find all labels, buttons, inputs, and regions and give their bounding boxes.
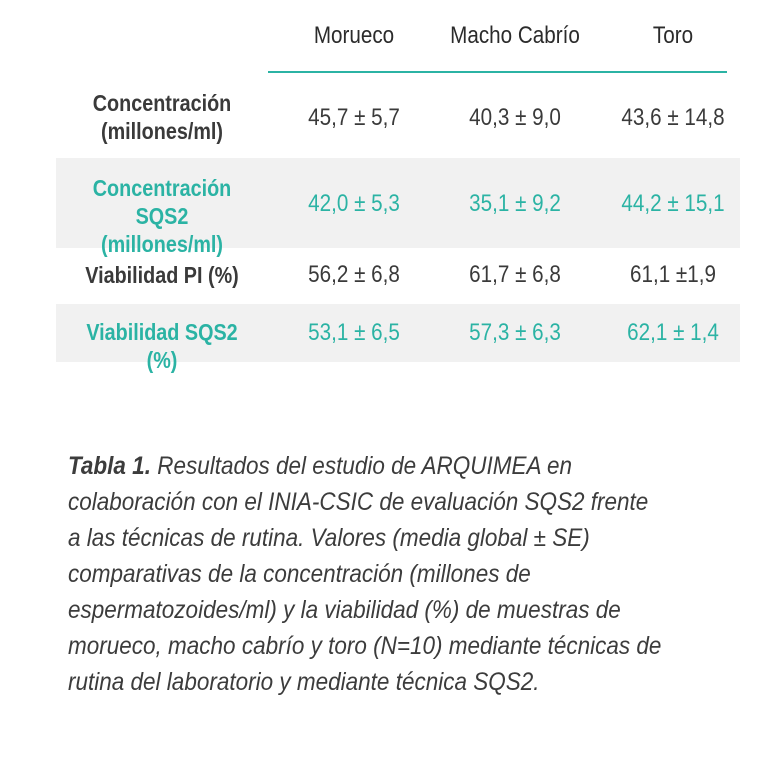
table-row-concentracion-sqs2: Concentración SQS2 (millones/ml) 42,0 ± … [56,158,740,257]
column-header-toro: Toro [652,22,694,49]
table-row-concentracion: Concentración (millones/ml) 45,7 ± 5,7 4… [56,82,740,158]
column-header-macho-cabrio: Macho Cabrío [450,22,580,49]
caption-lead: Tabla 1. [68,452,151,480]
table-caption: Tabla 1. Resultados del estudio de ARQUI… [68,448,662,700]
table-cell: 44,2 ± 15,1 [621,190,725,217]
row-label-line1: Concentración [92,90,232,116]
row-label-line2: (millones/ml) [100,118,223,144]
row-label: Concentración (millones/ml) [71,89,253,145]
row-label-line2: (millones/ml) [100,231,223,257]
table-cell: 61,1 ±1,9 [630,261,716,288]
table-row-viabilidad-pi: Viabilidad PI (%) 56,2 ± 6,8 61,7 ± 6,8 … [56,248,740,304]
table-cell: 45,7 ± 5,7 [308,104,400,131]
table-cell: 57,3 ± 6,3 [469,319,561,346]
row-label: Viabilidad SQS2 (%) [71,318,253,374]
table-cell: 42,0 ± 5,3 [308,190,400,217]
table-cell: 62,1 ± 1,4 [627,319,719,346]
table-cell: 43,6 ± 14,8 [621,104,725,131]
row-label-line1: Viabilidad SQS2 (%) [86,319,238,373]
row-label-line1: Concentración SQS2 [92,175,232,229]
caption-text: Resultados del estudio de ARQUIMEA en co… [68,452,662,696]
table-cell: 40,3 ± 9,0 [469,104,561,131]
row-label: Concentración SQS2 (millones/ml) [71,174,253,258]
header-divider [268,71,727,73]
row-label-line1: Viabilidad PI (%) [85,262,239,288]
column-header-morueco: Morueco [313,22,395,49]
table-cell: 35,1 ± 9,2 [469,190,561,217]
table-cell: 53,1 ± 6,5 [308,319,400,346]
table-row-viabilidad-sqs2: Viabilidad SQS2 (%) 53,1 ± 6,5 57,3 ± 6,… [56,304,740,373]
row-label: Viabilidad PI (%) [71,261,253,289]
table-cell: 56,2 ± 6,8 [308,261,400,288]
table-cell: 61,7 ± 6,8 [469,261,561,288]
